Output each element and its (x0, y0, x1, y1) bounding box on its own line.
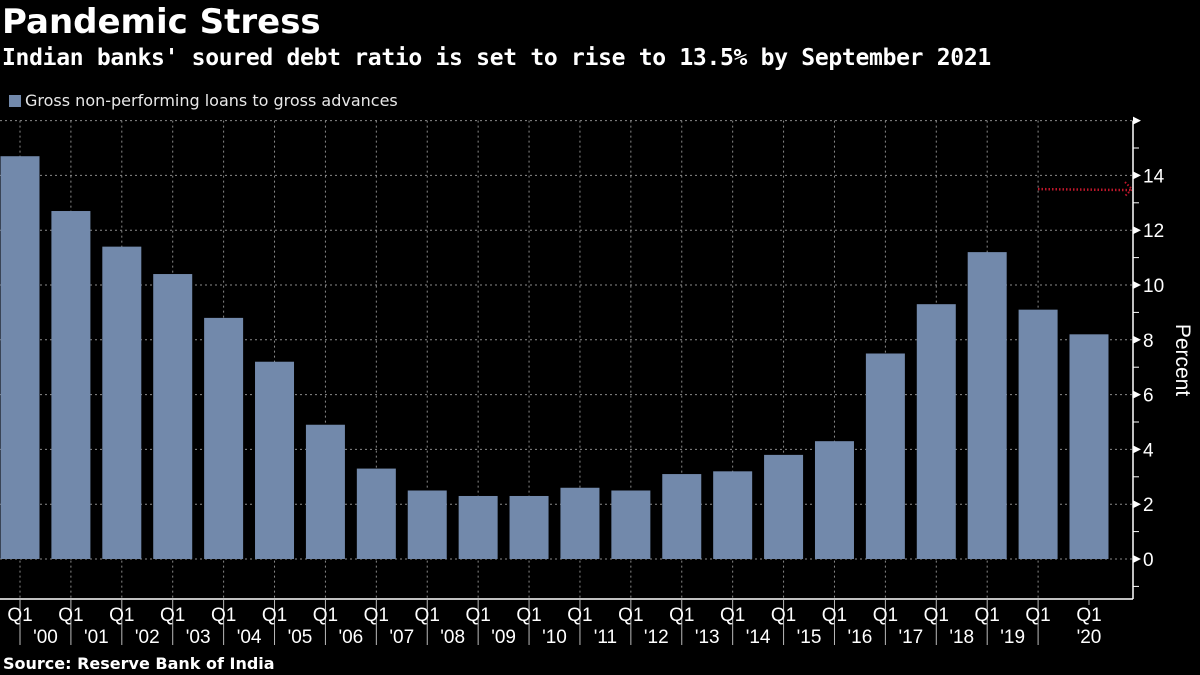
y-major-tick (1133, 555, 1141, 563)
x-year-label: '16 (848, 627, 873, 648)
x-tick-label: Q1 (465, 605, 490, 626)
bar (0, 156, 40, 559)
x-year-label: '08 (440, 627, 465, 648)
y-tick-label: 14 (1143, 166, 1165, 187)
x-year-label: '05 (288, 627, 313, 648)
projection-annotation (1037, 181, 1134, 197)
x-tick-label: Q1 (415, 605, 440, 626)
x-year-label: '06 (338, 627, 363, 648)
bar (51, 211, 91, 559)
x-year-label: '00 (33, 627, 58, 648)
x-year-label: '07 (389, 627, 414, 648)
x-year-label: '19 (1000, 627, 1025, 648)
bar (814, 441, 854, 559)
y-tick-label: 12 (1143, 221, 1164, 242)
x-tick-label: Q1 (516, 605, 541, 626)
x-tick-label: Q1 (771, 605, 796, 626)
x-tick-label: Q1 (924, 605, 949, 626)
x-tick-label: Q1 (211, 605, 236, 626)
axis-top-marker (1133, 116, 1141, 125)
y-major-tick (1133, 500, 1141, 509)
x-tick-label: Q1 (7, 605, 32, 626)
y-axis-labels: 0 2 4 6 8 10 12 14 (1133, 166, 1165, 571)
source-note: Source: Reserve Bank of India (3, 654, 275, 673)
bar (509, 495, 549, 559)
chart-subtitle: Indian banks' soured debt ratio is set t… (2, 45, 991, 71)
legend-label: Gross non-performing loans to gross adva… (25, 91, 398, 110)
y-tick-label: 6 (1143, 386, 1154, 407)
bar (153, 274, 193, 559)
x-tick-label: Q1 (822, 605, 847, 626)
legend: Gross non-performing loans to gross adva… (9, 91, 398, 110)
bar (865, 353, 905, 559)
bar (764, 454, 804, 559)
bar (1069, 334, 1109, 559)
bar (458, 495, 498, 559)
y-major-tick (1133, 226, 1141, 235)
x-year-label: '15 (797, 627, 822, 648)
projection-line (1037, 187, 1131, 192)
x-tick-label: Q1 (58, 605, 83, 626)
x-tick-label: Q1 (313, 605, 338, 626)
y-tick-label: 0 (1143, 550, 1154, 571)
bar (1018, 309, 1058, 559)
y-tick-label: 8 (1143, 331, 1154, 352)
bar (967, 252, 1007, 559)
bar (305, 424, 345, 559)
y-tick-label: 2 (1143, 495, 1154, 516)
x-year-label: '17 (898, 627, 923, 648)
x-year-label: '18 (949, 627, 974, 648)
y-major-tick (1133, 171, 1141, 180)
x-year-label: '20 (1077, 627, 1102, 648)
x-tick-label: Q1 (160, 605, 185, 626)
bar (916, 304, 956, 559)
x-year-label: '04 (237, 627, 262, 648)
x-year-label: '14 (746, 627, 771, 648)
bar (560, 487, 600, 559)
x-axis-labels: Q1 Q1 Q1 Q1 Q1 Q1 Q1 Q1 Q1 Q1 Q1 Q1 Q1 Q1 Q1 Q1 Q1 Q1 Q1 Q1… (7, 599, 1102, 648)
x-tick-label: Q1 (618, 605, 643, 626)
x-tick-label: Q1 (109, 605, 134, 626)
bar (204, 317, 244, 559)
y-major-tick (1133, 390, 1141, 399)
x-year-label: '01 (84, 627, 109, 648)
x-year-label: '12 (644, 627, 669, 648)
y-tick-label: 4 (1143, 440, 1154, 461)
x-tick-label: Q1 (873, 605, 898, 626)
x-year-label: '02 (135, 627, 160, 648)
bar (356, 468, 396, 559)
x-year-label: '03 (186, 627, 211, 648)
x-year-label: '11 (594, 627, 617, 648)
bar (662, 474, 702, 559)
x-year-label: '09 (491, 627, 516, 648)
x-tick-label: Q1 (975, 605, 1000, 626)
x-tick-label: Q1 (567, 605, 592, 626)
axes (0, 116, 1141, 600)
chart-title: Pandemic Stress (2, 2, 321, 42)
y-axis-title: Percent (1171, 324, 1194, 397)
y-major-tick (1133, 335, 1141, 344)
x-tick-label: Q1 (720, 605, 745, 626)
x-year-label: '13 (695, 627, 720, 648)
bar (102, 246, 142, 559)
x-tick-label: Q1 (1025, 605, 1050, 626)
bars (0, 156, 1109, 559)
x-tick-label: Q1 (669, 605, 694, 626)
x-tick-label: Q1 (1076, 605, 1101, 626)
bar (407, 490, 447, 559)
y-major-tick (1133, 281, 1141, 289)
x-tick-label: Q1 (364, 605, 389, 626)
legend-swatch (9, 94, 21, 107)
y-tick-label: 10 (1143, 276, 1164, 297)
x-year-label: '10 (542, 627, 567, 648)
bar (713, 471, 753, 559)
bar (611, 490, 651, 559)
bar (255, 361, 295, 559)
y-major-tick (1133, 445, 1141, 454)
x-tick-label: Q1 (262, 605, 287, 626)
